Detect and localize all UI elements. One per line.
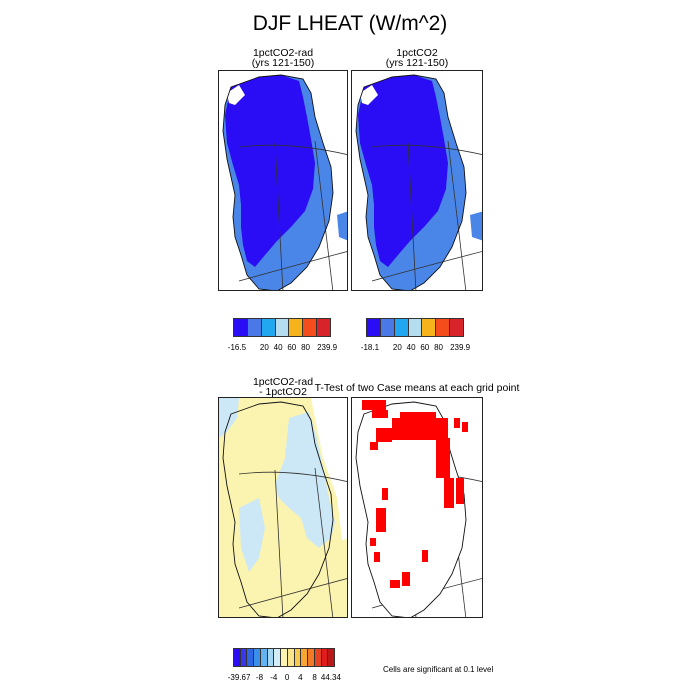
cb3-swatch-10 xyxy=(301,649,309,666)
cb3-label-2: -4 xyxy=(270,673,278,682)
map-panel-difference xyxy=(218,397,348,618)
cb1-swatch-5 xyxy=(303,319,318,336)
cb3-label-0: -39.67 xyxy=(227,673,251,682)
cb3-label-4: 4 xyxy=(298,673,303,682)
cb1-swatch-3 xyxy=(275,319,290,336)
cb3-swatch-14 xyxy=(328,649,335,666)
panel2-title-line1: 1pctCO2 xyxy=(396,47,438,59)
cb3-swatch-11 xyxy=(308,649,315,666)
cb2-swatch-3 xyxy=(408,319,423,336)
panel1-title-line1: 1pctCO2-rad xyxy=(252,47,314,59)
colorbar-1-boxes xyxy=(233,318,331,337)
cb2-label-3: 60 xyxy=(420,343,430,352)
panel3-title: 1pctCO2-rad - 1pctCO2 xyxy=(218,376,348,398)
panel3-title-line1: 1pctCO2-rad xyxy=(252,376,314,388)
colorbar-1-labels: -16.5 20 40 60 80 239.9 xyxy=(228,343,337,355)
greenland-map-2 xyxy=(355,74,482,290)
cb3-swatch-13 xyxy=(321,649,329,666)
cb3-swatch-12 xyxy=(314,649,322,666)
cb3-swatch-3 xyxy=(254,649,261,666)
cb1-swatch-1 xyxy=(247,319,262,336)
map-panel-1pctco2 xyxy=(351,70,483,291)
cb3-swatch-1 xyxy=(240,649,248,666)
cb1-label-1: 20 xyxy=(259,343,269,352)
colorbar-2-labels: -18.1 20 40 60 80 239.9 xyxy=(361,343,470,355)
cb3-swatch-6 xyxy=(274,649,282,666)
panel4-title: T-Test of two Case means at each grid po… xyxy=(314,382,520,394)
cb1-swatch-6 xyxy=(317,319,331,336)
cb1-label-2: 40 xyxy=(273,343,283,352)
panel1-title-line2: (yrs 121-150) xyxy=(251,57,315,69)
panel2-title-line2: (yrs 121-150) xyxy=(385,57,449,69)
greenland-map-1 xyxy=(222,74,347,290)
panel3-title-line2: - 1pctCO2 xyxy=(259,386,307,398)
cb2-swatch-5 xyxy=(436,319,451,336)
cb3-swatch-0 xyxy=(234,649,241,666)
cb3-swatch-7 xyxy=(281,649,288,666)
cb2-label-5: 239.9 xyxy=(450,343,471,352)
cb2-label-2: 40 xyxy=(406,343,416,352)
colorbar-2: -18.1 20 40 60 80 239.9 xyxy=(361,318,470,358)
cb2-label-1: 20 xyxy=(392,343,402,352)
cb1-label-3: 60 xyxy=(287,343,297,352)
cb2-swatch-0 xyxy=(367,319,381,336)
cb3-label-3: 0 xyxy=(284,673,290,682)
cb1-swatch-4 xyxy=(289,319,304,336)
cb3-swatch-5 xyxy=(267,649,275,666)
colorbar-3-labels: -39.67 -8 -4 0 4 8 44.34 xyxy=(228,673,341,685)
cb1-label-4: 80 xyxy=(301,343,310,352)
cb2-swatch-1 xyxy=(380,319,395,336)
cb3-swatch-9 xyxy=(294,649,302,666)
cb1-swatch-0 xyxy=(234,319,248,336)
cb3-label-6: 44.34 xyxy=(320,673,341,682)
cb2-label-4: 80 xyxy=(434,343,443,352)
greenland-map-3 xyxy=(219,398,347,617)
cb2-label-0: -18.1 xyxy=(360,343,380,352)
panel2-title: 1pctCO2 (yrs 121-150) xyxy=(351,47,483,69)
significance-note: Cells are significant at 0.1 level xyxy=(383,665,494,674)
cb1-label-5: 239.9 xyxy=(317,343,338,352)
map-panel-ttest xyxy=(351,397,483,618)
cb3-label-5: 8 xyxy=(312,673,317,682)
panel1-title: 1pctCO2-rad (yrs 121-150) xyxy=(218,47,348,69)
cb2-swatch-4 xyxy=(422,319,437,336)
cb3-swatch-2 xyxy=(247,649,255,666)
cb2-swatch-6 xyxy=(450,319,464,336)
significant-cells xyxy=(362,400,468,588)
colorbar-2-boxes xyxy=(366,318,464,337)
figure-title: DJF LHEAT (W/m^2) xyxy=(252,12,448,35)
cb2-swatch-2 xyxy=(394,319,409,336)
colorbar-1: -16.5 20 40 60 80 239.9 xyxy=(228,318,337,358)
cb3-label-1: -8 xyxy=(255,673,264,682)
colorbar-3-boxes xyxy=(233,648,335,667)
cb3-swatch-4 xyxy=(260,649,268,666)
cb3-swatch-8 xyxy=(287,649,295,666)
cb1-label-0: -16.5 xyxy=(227,343,247,352)
colorbar-3: -39.67 -8 -4 0 4 8 44.34 xyxy=(228,648,341,688)
cb1-swatch-2 xyxy=(261,319,276,336)
greenland-map-4 xyxy=(355,400,482,617)
map-panel-1pctco2-rad xyxy=(218,70,348,291)
